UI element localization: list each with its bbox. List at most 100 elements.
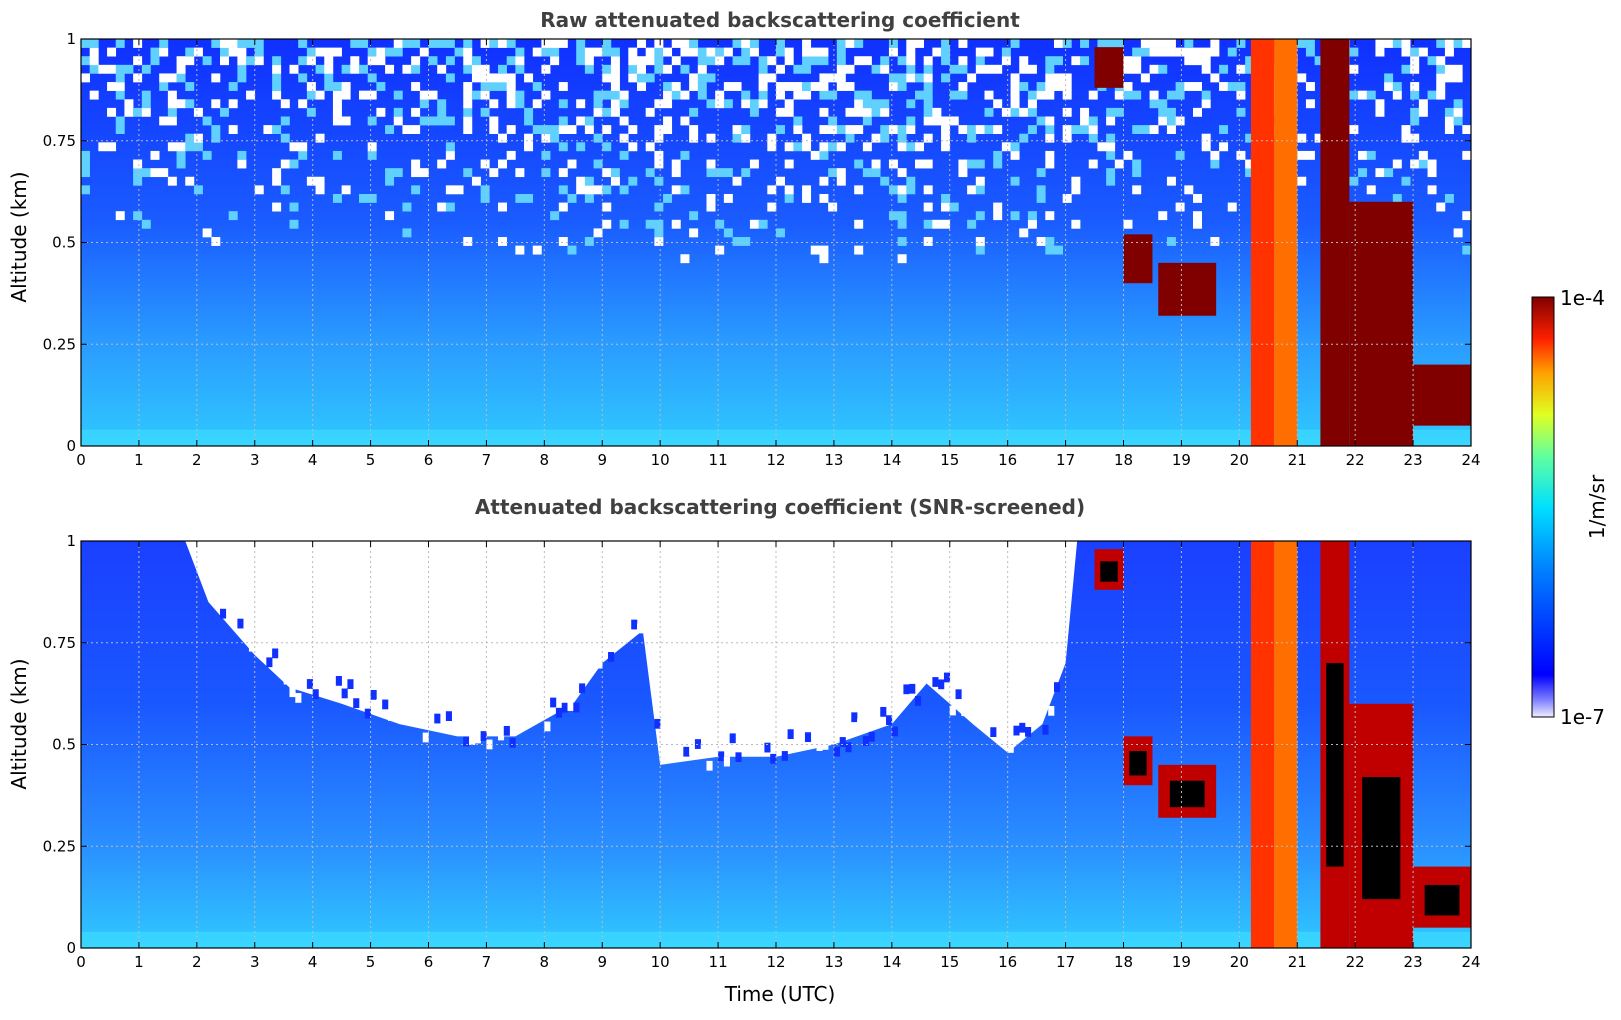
- noise-pixel: [1462, 245, 1472, 255]
- noise-pixel: [471, 176, 481, 186]
- noise-pixel: [193, 107, 203, 117]
- noise-pixel: [819, 142, 829, 152]
- noise-pixel: [637, 64, 646, 74]
- noise-pixel: [749, 159, 759, 169]
- y-tick-label: 1: [66, 30, 76, 48]
- x-tick-label: 8: [540, 953, 550, 971]
- noise-pixel: [741, 90, 751, 100]
- noise-pixel: [167, 116, 177, 126]
- noise-pixel: [1436, 90, 1446, 100]
- noise-pixel: [836, 142, 846, 152]
- noise-pixel: [367, 47, 377, 57]
- noise-pixel: [619, 219, 629, 229]
- edge-pixel: [550, 697, 557, 708]
- raw-backscatter-panel: Raw attenuated backscattering coefficien…: [7, 8, 1481, 469]
- noise-pixel: [141, 168, 151, 178]
- noise-pixel: [854, 107, 864, 117]
- noise-pixel: [480, 90, 490, 100]
- noise-pixel: [1019, 228, 1029, 238]
- noise-pixel: [975, 176, 985, 186]
- noise-pixel: [741, 133, 751, 143]
- noise-pixel: [671, 219, 681, 229]
- x-tick-label: 0: [76, 953, 86, 971]
- noise-pixel: [367, 73, 377, 83]
- noise-pixel: [254, 185, 264, 195]
- noise-pixel: [532, 82, 542, 91]
- x-tick-label: 7: [482, 451, 492, 469]
- noise-pixel: [402, 125, 412, 135]
- saturated-core: [1326, 663, 1344, 867]
- noise-pixel: [176, 99, 186, 109]
- noise-pixel: [923, 107, 933, 117]
- noise-pixel: [550, 56, 560, 66]
- noise-pixel: [697, 56, 707, 66]
- noise-pixel: [107, 64, 117, 74]
- noise-pixel: [515, 99, 525, 109]
- noise-pixel: [280, 116, 290, 126]
- noise-pixel: [758, 64, 768, 74]
- noise-pixel: [115, 90, 125, 100]
- noise-pixel: [836, 39, 846, 48]
- edge-pixel: [416, 715, 424, 725]
- cloud-feature: [1320, 39, 1350, 446]
- noise-pixel: [524, 107, 534, 117]
- colorbar-unit-label: 1/m/sr: [1585, 474, 1609, 539]
- noise-pixel: [1158, 211, 1168, 221]
- noise-pixel: [993, 99, 1003, 109]
- noise-pixel: [532, 47, 542, 57]
- noise-pixel: [185, 133, 195, 143]
- noise-pixel: [489, 82, 499, 91]
- noise-pixel: [862, 168, 872, 178]
- noise-pixel: [1210, 159, 1220, 169]
- edge-pixel: [364, 708, 371, 719]
- noise-pixel: [888, 125, 898, 135]
- noise-pixel: [185, 99, 195, 109]
- noise-pixel: [828, 90, 838, 100]
- noise-pixel: [810, 245, 820, 255]
- noise-pixel: [1175, 116, 1185, 126]
- noise-pixel: [1219, 142, 1229, 152]
- noise-pixel: [515, 56, 525, 66]
- noise-pixel: [819, 176, 829, 186]
- saturated-core: [1169, 780, 1205, 808]
- noise-pixel: [854, 219, 864, 229]
- noise-pixel: [1444, 47, 1454, 57]
- noise-pixel: [1462, 211, 1472, 221]
- x-tick-label: 10: [651, 953, 670, 971]
- noise-pixel: [706, 133, 716, 143]
- noise-pixel: [133, 56, 143, 66]
- noise-pixel: [1201, 47, 1211, 57]
- noise-pixel: [576, 116, 586, 126]
- noise-pixel: [1375, 99, 1385, 109]
- noise-pixel: [897, 219, 907, 229]
- edge-pixel: [700, 743, 707, 754]
- noise-pixel: [1158, 116, 1168, 126]
- panel-title: Attenuated backscattering coefficient (S…: [475, 495, 1085, 519]
- noise-pixel: [532, 125, 542, 135]
- noise-pixel: [602, 47, 612, 57]
- noise-pixel: [576, 176, 586, 186]
- noise-pixel: [385, 168, 395, 178]
- noise-pixel: [610, 90, 620, 100]
- noise-pixel: [133, 159, 143, 169]
- noise-pixel: [645, 142, 655, 152]
- noise-pixel: [1210, 73, 1220, 83]
- x-tick-label: 20: [1230, 451, 1249, 469]
- noise-pixel: [941, 39, 951, 48]
- noise-pixel: [689, 125, 699, 135]
- noise-pixel: [367, 116, 377, 126]
- noise-pixel: [1054, 56, 1063, 66]
- noise-pixel: [984, 64, 994, 74]
- noise-pixel: [810, 82, 820, 91]
- noise-pixel: [784, 185, 794, 195]
- noise-pixel: [376, 107, 386, 117]
- noise-pixel: [854, 56, 864, 66]
- noise-pixel: [576, 99, 586, 109]
- noise-pixel: [350, 39, 360, 48]
- noise-pixel: [689, 228, 699, 238]
- noise-pixel: [749, 99, 759, 109]
- noise-pixel: [1088, 90, 1098, 100]
- noise-pixel: [819, 150, 829, 160]
- noise-pixel: [906, 99, 916, 109]
- noise-pixel: [541, 168, 551, 178]
